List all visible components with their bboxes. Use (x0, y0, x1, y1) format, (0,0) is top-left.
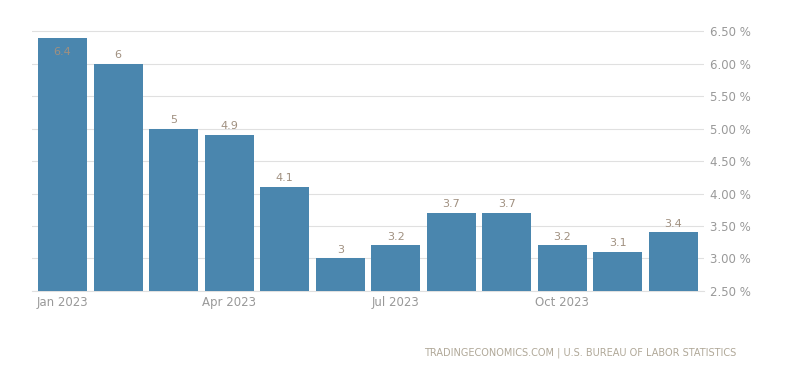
Bar (594, 252, 642, 373)
Bar (538, 245, 587, 373)
Text: 4.1: 4.1 (276, 173, 294, 183)
Text: 6.4: 6.4 (54, 47, 71, 57)
Bar (38, 38, 87, 373)
Bar (371, 245, 420, 373)
Text: 3.1: 3.1 (609, 238, 626, 248)
Text: 3: 3 (337, 245, 344, 254)
Text: TRADINGECONOMICS.COM | U.S. BUREAU OF LABOR STATISTICS: TRADINGECONOMICS.COM | U.S. BUREAU OF LA… (424, 348, 736, 358)
Bar (649, 232, 698, 373)
Bar (427, 213, 476, 373)
Text: 6: 6 (114, 50, 122, 60)
Text: 3.4: 3.4 (665, 219, 682, 229)
Bar (205, 135, 254, 373)
Text: 3.2: 3.2 (554, 232, 571, 242)
Bar (316, 258, 365, 373)
Bar (94, 64, 142, 373)
Bar (482, 213, 531, 373)
Text: 3.2: 3.2 (387, 232, 405, 242)
Bar (260, 187, 309, 373)
Bar (149, 129, 198, 373)
Text: 5: 5 (170, 115, 177, 125)
Text: 3.7: 3.7 (442, 199, 460, 209)
Text: 4.9: 4.9 (220, 121, 238, 131)
Text: 3.7: 3.7 (498, 199, 516, 209)
